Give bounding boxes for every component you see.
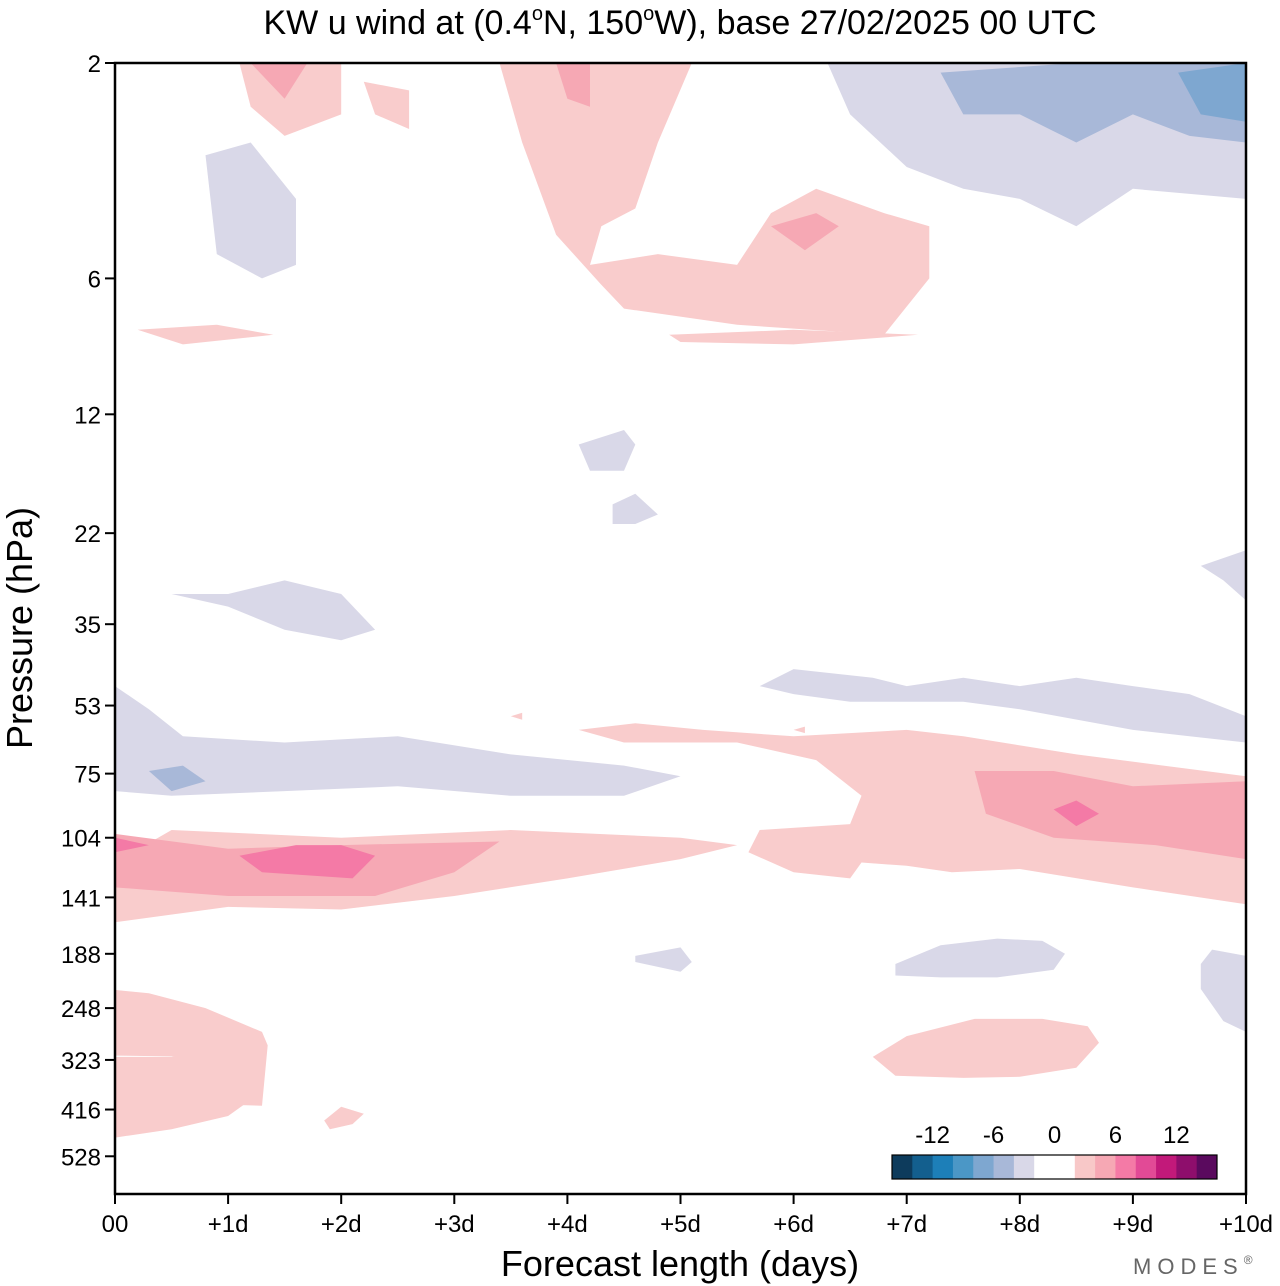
contour-region-pos-weak: [793, 726, 805, 734]
brand-text: MODES: [1133, 1254, 1244, 1279]
colorbar-swatch: [973, 1155, 995, 1179]
x-tick-label: 00: [102, 1211, 129, 1238]
colorbar-swatch: [1135, 1155, 1157, 1179]
brand-logo: MODES®: [1133, 1253, 1253, 1279]
y-tick-label: 248: [61, 996, 101, 1023]
colorbar-swatch: [1034, 1155, 1055, 1179]
contour-region-neg-weak: [115, 686, 681, 796]
contour-region-pos-weak: [510, 712, 523, 720]
title-degree-1: o: [532, 3, 543, 25]
title-degree-2: o: [643, 3, 654, 25]
contour-region-pos-weak: [363, 81, 410, 129]
x-tick-label: +10d: [1219, 1211, 1273, 1238]
y-tick-label: 12: [74, 402, 101, 429]
y-tick-label: 528: [61, 1144, 101, 1171]
title-prefix: KW u wind at (0.4: [263, 4, 531, 42]
colorbar-swatch: [1176, 1155, 1198, 1179]
colorbar-swatch: [1095, 1155, 1116, 1179]
y-tick-label: 6: [88, 266, 101, 293]
contour-region-pos-weak: [324, 1106, 364, 1130]
contour-region-pos-weak: [499, 63, 930, 335]
x-tick-label: +8d: [999, 1211, 1040, 1238]
colorbar-tick-label: -12: [915, 1122, 950, 1149]
contour-region-neg-mid: [148, 765, 206, 792]
x-tick-label: +9d: [1113, 1211, 1154, 1238]
y-tick-label: 416: [61, 1098, 101, 1125]
x-tick-label: +4d: [547, 1211, 588, 1238]
colorbar-tick-label: 12: [1163, 1122, 1190, 1149]
colorbar-swatch: [1013, 1155, 1035, 1179]
brand-mark: ®: [1244, 1253, 1253, 1267]
x-tick-label: +3d: [434, 1211, 475, 1238]
contour-region-neg-weak: [895, 938, 1065, 978]
contour-region-pos-strong: [115, 837, 149, 853]
contour-region-neg-weak: [205, 142, 296, 279]
contour-region-neg-weak: [612, 493, 658, 524]
colorbar-swatch: [952, 1155, 974, 1179]
contour-region-neg-weak: [1200, 949, 1246, 1032]
colorbar-swatch: [932, 1155, 954, 1179]
x-tick-label: +1d: [208, 1211, 249, 1238]
title-mid: N, 150: [543, 4, 643, 42]
colorbar-swatch: [1156, 1155, 1177, 1179]
contour-region-neg-weak: [171, 580, 376, 641]
contour-region-pos-mid: [974, 771, 1246, 860]
x-tick-label: +7d: [886, 1211, 927, 1238]
colorbar-swatch: [892, 1155, 913, 1179]
contour-region-pos-weak: [578, 723, 1246, 905]
y-tick-label: 323: [61, 1048, 101, 1075]
y-tick-label: 22: [74, 521, 101, 548]
contour-region-pos-weak: [872, 1018, 1099, 1078]
colorbar-swatch: [993, 1155, 1015, 1179]
colorbar-tick-label: 6: [1109, 1122, 1122, 1149]
y-axis-label: Pressure (hPa): [0, 507, 40, 749]
y-tick-label: 188: [61, 942, 101, 969]
y-axis: 2 6 12 22 35 53 75 104 141 188 248 323 416 528: [61, 51, 115, 1171]
y-tick-label: 104: [61, 826, 101, 853]
colorbar: -12 -6 0 6 12: [891, 1122, 1218, 1180]
contour-region-neg-weak: [635, 947, 692, 972]
x-tick-label: +5d: [660, 1211, 701, 1238]
contour-layer: [115, 63, 1246, 1138]
colorbar-swatch: [1074, 1155, 1096, 1179]
x-tick-label: +2d: [321, 1211, 362, 1238]
contour-region-pos-mid: [556, 63, 590, 107]
contour-region-neg-weak: [578, 430, 636, 471]
colorbar-swatch: [1115, 1155, 1137, 1179]
colorbar-tick-label: 0: [1048, 1122, 1061, 1149]
contour-region-pos-strong: [1053, 800, 1099, 827]
contour-region-pos-weak: [115, 989, 268, 1125]
contour-region-neg-weak: [759, 669, 1246, 743]
title-suffix: W), base 27/02/2025 00 UTC: [654, 4, 1096, 42]
y-tick-label: 53: [74, 694, 101, 721]
contour-region-neg-strong: [1178, 63, 1246, 122]
contour-region-pos-weak: [137, 324, 274, 345]
colorbar-swatch: [1054, 1155, 1076, 1179]
colorbar-swatch: [912, 1155, 934, 1179]
colorbar-swatch: [1196, 1155, 1218, 1179]
y-tick-label: 141: [61, 885, 101, 912]
contour-region-pos-mid: [250, 63, 308, 99]
x-axis-label: Forecast length (days): [501, 1243, 859, 1284]
contour-region-pos-weak: [669, 329, 918, 345]
contour-region-pos-strong: [239, 845, 376, 879]
contour-region-pos-weak: [239, 63, 342, 136]
x-tick-label: +6d: [773, 1211, 814, 1238]
contour-region-neg-mid: [940, 63, 1246, 143]
x-axis: 00 +1d +2d +3d +4d +5d +6d +7d +8d +9d +10d: [102, 1194, 1273, 1238]
y-tick-label: 2: [88, 51, 101, 78]
contour-region-neg-weak: [1200, 550, 1246, 601]
contour-region-pos-mid: [771, 213, 839, 251]
colorbar-frame: [891, 1154, 1218, 1180]
y-tick-label: 75: [74, 762, 101, 789]
colorbar-tick-label: -6: [983, 1122, 1004, 1149]
y-tick-label: 35: [74, 612, 101, 639]
chart-title: KW u wind at (0.4oN, 150oW), base 27/02/…: [263, 3, 1096, 42]
